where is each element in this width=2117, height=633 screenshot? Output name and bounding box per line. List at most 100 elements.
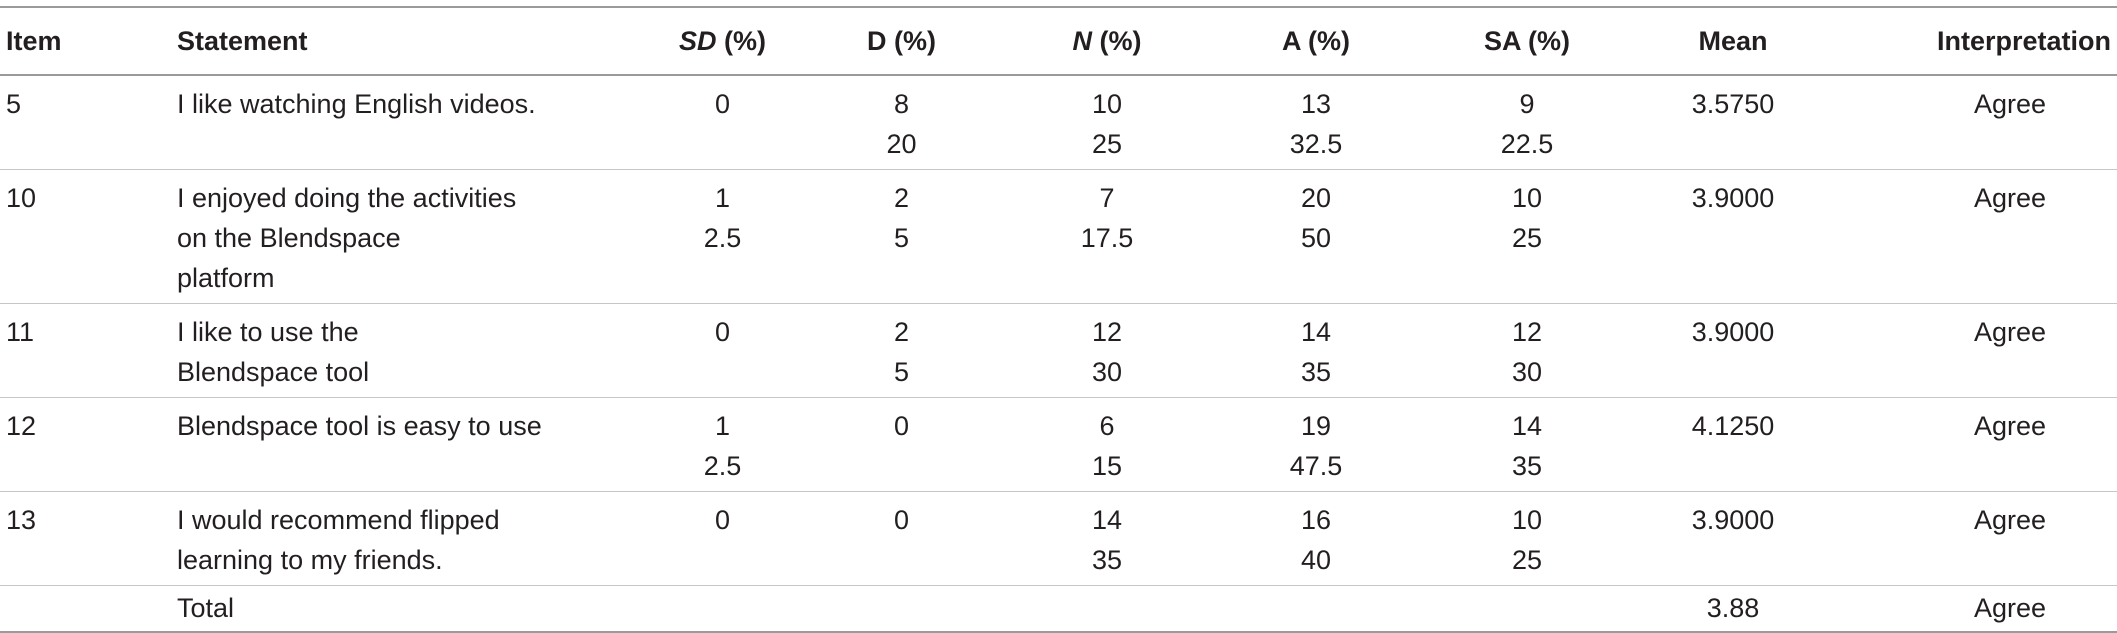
d-line: 8	[893, 89, 910, 119]
sa-line: 25	[1511, 223, 1543, 253]
total-n-cell	[1003, 586, 1211, 633]
interpretation-cell: Agree	[1973, 89, 2047, 119]
d-line: 2	[893, 317, 910, 347]
mean-cell: 3.9000	[1691, 317, 1775, 347]
item-cell: 11	[6, 317, 35, 347]
sa-line: 12	[1511, 317, 1543, 347]
header-sd-unit: (%)	[716, 26, 766, 56]
n-cell: 7 17.5	[1003, 170, 1211, 304]
header-n: N (%)	[1003, 7, 1211, 75]
statement-line: I like watching English videos.	[177, 89, 536, 119]
header-mean: Mean	[1698, 26, 1768, 56]
mean-cell: 3.5750	[1691, 89, 1775, 119]
total-interpretation: Agree	[1973, 593, 2047, 623]
header-d: D (%)	[867, 26, 936, 56]
header-sa: SA (%)	[1484, 26, 1570, 56]
a-line: 32.5	[1289, 129, 1343, 159]
total-sa-cell	[1421, 586, 1633, 633]
n-cell: 12 30	[1003, 304, 1211, 398]
interpretation-cell: Agree	[1973, 183, 2047, 213]
header-sd-abbr: SD	[678, 26, 717, 56]
total-item-cell	[0, 586, 170, 633]
statement-cell: I like watching English videos.	[170, 75, 645, 170]
n-line: 6	[1099, 411, 1115, 441]
d-cell: 8 20	[800, 75, 1003, 170]
n-cell: 14 35	[1003, 492, 1211, 586]
n-line: 25	[1091, 129, 1123, 159]
interpretation-cell: Agree	[1973, 411, 2047, 441]
item-cell: 10	[6, 183, 37, 213]
table-row: 13 I would recommend flipped learning to m…	[0, 492, 2117, 586]
n-line: 15	[1091, 451, 1123, 481]
statement-line: platform	[177, 263, 275, 293]
statement-cell: I enjoyed doing the activities on the Ble…	[170, 170, 645, 304]
header-a: A (%)	[1282, 26, 1350, 56]
sa-line: 35	[1511, 451, 1543, 481]
n-cell: 10 25	[1003, 75, 1211, 170]
a-line: 19	[1300, 411, 1332, 441]
interpretation-cell: Agree	[1973, 317, 2047, 347]
a-cell: 19 47.5	[1211, 398, 1421, 492]
header-item: Item	[6, 26, 62, 56]
d-line: 0	[893, 505, 910, 535]
statement-cell: I like to use the Blendspace tool	[170, 304, 645, 398]
header-sd: SD (%)	[645, 7, 800, 75]
sa-line: 25	[1511, 545, 1543, 575]
statement-line: Blendspace tool	[177, 357, 370, 387]
header-statement: Statement	[177, 26, 308, 56]
mean-cell: 4.1250	[1691, 411, 1775, 441]
sd-cell: 0	[645, 75, 800, 170]
sa-line: 10	[1511, 183, 1543, 213]
n-line: 14	[1091, 505, 1123, 535]
d-line: 2	[893, 183, 910, 213]
header-interpretation: Interpretation	[1936, 26, 2111, 56]
a-cell: 13 32.5	[1211, 75, 1421, 170]
a-line: 13	[1300, 89, 1332, 119]
total-label: Total	[177, 593, 235, 623]
sd-line: 0	[714, 317, 731, 347]
statement-cell: I would recommend flipped learning to my …	[170, 492, 645, 586]
statement-line: learning to my friends.	[177, 545, 443, 575]
table-header: Item Statement SD (%) D (%) N (%) A (%) …	[0, 7, 2117, 75]
d-line: 5	[893, 357, 910, 387]
total-row: Total 3.88 Agree	[0, 586, 2117, 633]
n-line: 12	[1091, 317, 1123, 347]
total-mean: 3.88	[1706, 593, 1760, 623]
sd-cell: 0	[645, 492, 800, 586]
d-line: 20	[886, 129, 917, 159]
statement-line: I enjoyed doing the activities	[177, 183, 517, 213]
a-line: 16	[1300, 505, 1332, 535]
mean-cell: 3.9000	[1691, 183, 1775, 213]
statement-line: I would recommend flipped	[177, 505, 500, 535]
table-row: 11 I like to use the Blendspace tool 0 2 5 12 3…	[0, 304, 2117, 398]
sd-line: 0	[714, 505, 731, 535]
d-cell: 0	[800, 398, 1003, 492]
statement-cell: Blendspace tool is easy to use	[170, 398, 645, 492]
sa-line: 30	[1511, 357, 1543, 387]
table-row: 10 I enjoyed doing the activities on the B…	[0, 170, 2117, 304]
sd-line: 1	[714, 183, 731, 213]
a-cell: 20 50	[1211, 170, 1421, 304]
a-cell: 14 35	[1211, 304, 1421, 398]
header-n-abbr: N	[1072, 26, 1093, 56]
a-line: 40	[1300, 545, 1332, 575]
n-line: 30	[1091, 357, 1123, 387]
sa-line: 22.5	[1500, 129, 1554, 159]
n-cell: 6 15	[1003, 398, 1211, 492]
a-line: 35	[1300, 357, 1332, 387]
n-line: 17.5	[1080, 223, 1134, 253]
item-cell: 5	[6, 89, 22, 119]
d-line: 0	[893, 411, 910, 441]
sd-line: 2.5	[703, 223, 742, 253]
statement-line: I like to use the	[177, 317, 359, 347]
sa-cell: 9 22.5	[1421, 75, 1633, 170]
n-line: 10	[1091, 89, 1123, 119]
sa-cell: 12 30	[1421, 304, 1633, 398]
item-cell: 13	[6, 505, 37, 535]
n-line: 7	[1099, 183, 1115, 213]
